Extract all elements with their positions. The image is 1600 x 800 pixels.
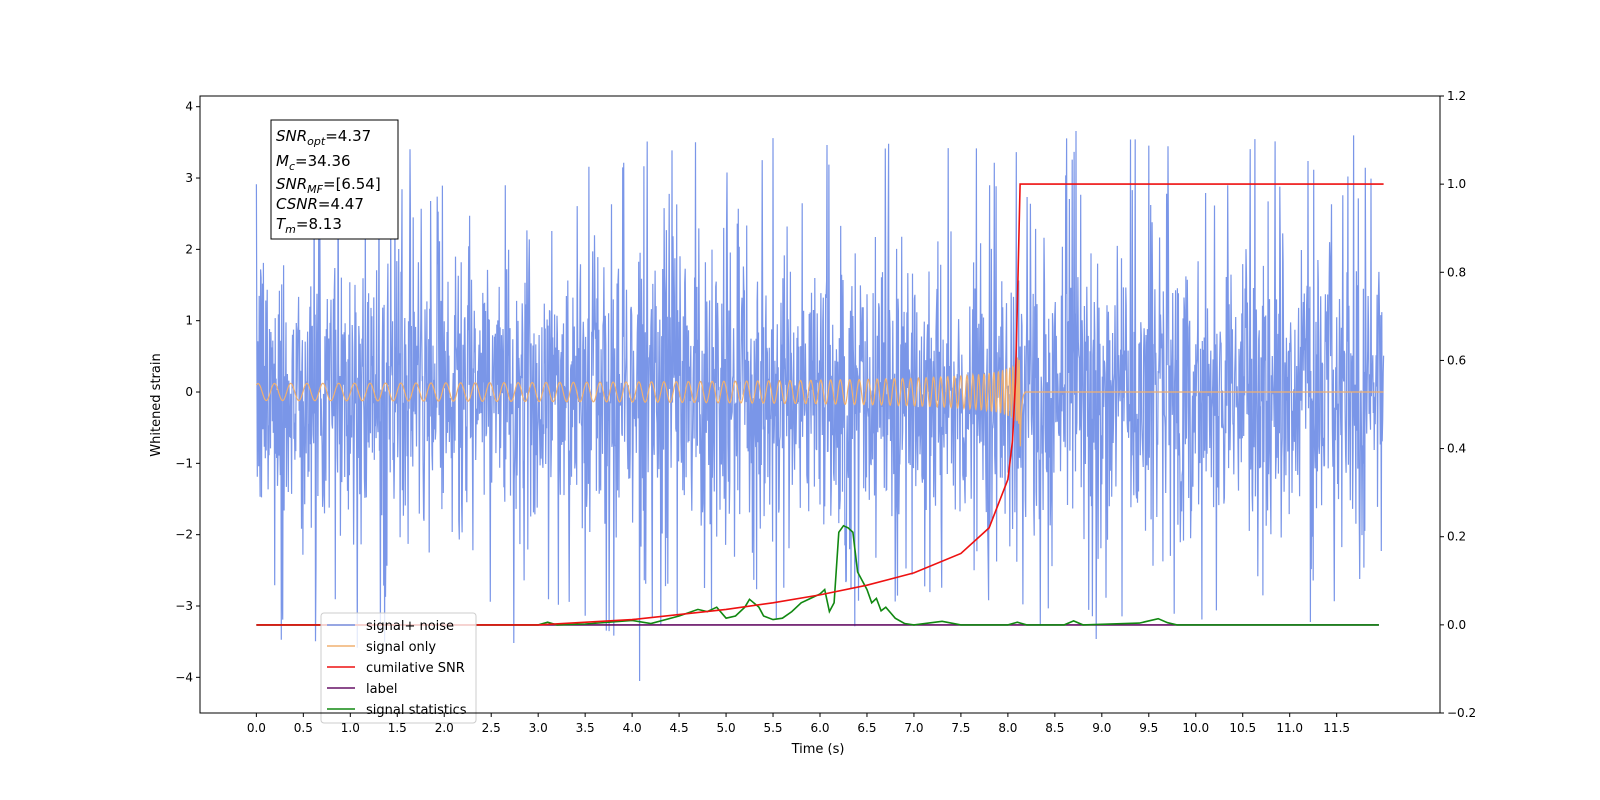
series-signal-noise [255,130,1385,682]
y2-tick-label: 0.0 [1447,618,1466,632]
y2-tick-label: 0.8 [1447,265,1466,279]
legend-label: signal only [366,640,436,655]
x-tick-label: 0.5 [294,721,313,735]
y-axis-right: −0.2 0.0 0.2 0.4 0.6 0.8 1.0 1.2 [1440,89,1476,720]
y-tick-label: −4 [175,670,193,684]
x-tick-label: 4.5 [670,721,689,735]
annotation-symbol: SNR [276,127,307,145]
annotation-line: CSNR=4.47 [276,195,364,213]
annotation-line: SNRMF=[6.54] [276,175,381,196]
x-tick-label: 8.0 [998,721,1017,735]
annotation-subscript: opt [307,135,326,148]
y-axis-label: Whitened strain [149,353,164,456]
x-tick-label: 7.5 [951,721,970,735]
annotation-subscript: m [285,223,296,236]
legend-label: signal+ noise [366,619,454,634]
x-tick-label: 0.0 [247,721,266,735]
series-signal-statistics [256,524,1379,626]
x-tick-label: 10.5 [1229,721,1256,735]
legend-label: signal statistics [366,703,467,718]
y-tick-label: 3 [185,171,193,185]
y-axis-left: −4 −3 −2 −1 0 1 2 3 4 [175,100,200,684]
x-tick-label: 6.5 [857,721,876,735]
annotation-value: =4.47 [318,195,364,213]
annotation-value: =34.36 [295,152,351,170]
x-axis-label: Time (s) [791,742,845,757]
annotation-symbol: T [276,215,287,233]
annotation-line: Mc=34.36 [276,152,351,173]
series-layer [255,130,1385,682]
x-tick-label: 2.0 [435,721,454,735]
x-tick-label: 11.5 [1323,721,1350,735]
annotation-symbol: SNR [276,175,307,193]
x-tick-label: 5.5 [763,721,782,735]
legend: signal+ noise signal only cumilative SNR la… [320,612,477,724]
annotation-value: =4.37 [325,127,371,145]
y-tick-label: −3 [175,599,193,613]
x-tick-label: 5.0 [717,721,736,735]
x-tick-label: 4.0 [623,721,642,735]
y-tick-label: 0 [185,385,193,399]
annotation-subscript: c [289,160,295,173]
x-tick-label: 9.0 [1092,721,1111,735]
x-tick-label: 3.5 [576,721,595,735]
y2-tick-label: 1.2 [1447,89,1466,103]
y2-tick-label: 0.4 [1447,442,1466,456]
x-axis: 0.0 0.5 1.0 1.5 2.0 2.5 3.0 3.5 4.0 4.5 5.0 5.5 6.0 6… [247,713,1350,735]
x-tick-label: 10.0 [1182,721,1209,735]
y-tick-label: 1 [185,314,193,328]
x-tick-label: 2.5 [482,721,501,735]
y2-tick-label: 1.0 [1447,177,1466,191]
annotation-value: =[6.54] [323,175,381,193]
y-tick-label: 2 [185,242,193,256]
series-cumulative-snr [256,183,1384,626]
x-tick-label: 8.5 [1045,721,1064,735]
annotation-subscript: MF [307,183,323,196]
y-tick-label: −2 [175,528,193,542]
series-signal-only [255,357,1384,447]
y-tick-label: 4 [185,100,193,114]
x-tick-label: 1.0 [341,721,360,735]
x-tick-label: 9.5 [1139,721,1158,735]
annotation-line: Tm=8.13 [276,215,342,236]
x-tick-label: 7.0 [904,721,923,735]
annotation-symbol: CSNR [276,195,318,213]
y-tick-label: −1 [175,456,193,470]
x-tick-label: 1.5 [388,721,407,735]
y2-tick-label: 0.2 [1447,530,1466,544]
annotation-line: SNRopt=4.37 [276,127,371,148]
annotation-value: =8.13 [296,215,342,233]
annotation-symbol: M [276,152,289,170]
x-tick-label: 3.0 [529,721,548,735]
x-tick-label: 6.0 [810,721,829,735]
y2-tick-label: 0.6 [1447,353,1466,367]
annotation-box: SNRopt=4.37Mc=34.36SNRMF=[6.54]CSNR=4.47… [270,119,399,240]
legend-label: cumilative SNR [366,661,465,676]
x-tick-label: 11.0 [1276,721,1303,735]
legend-label: label [366,682,397,697]
legend-box [320,612,477,724]
y2-tick-label: −0.2 [1447,706,1476,720]
annotation-frame [270,119,399,240]
